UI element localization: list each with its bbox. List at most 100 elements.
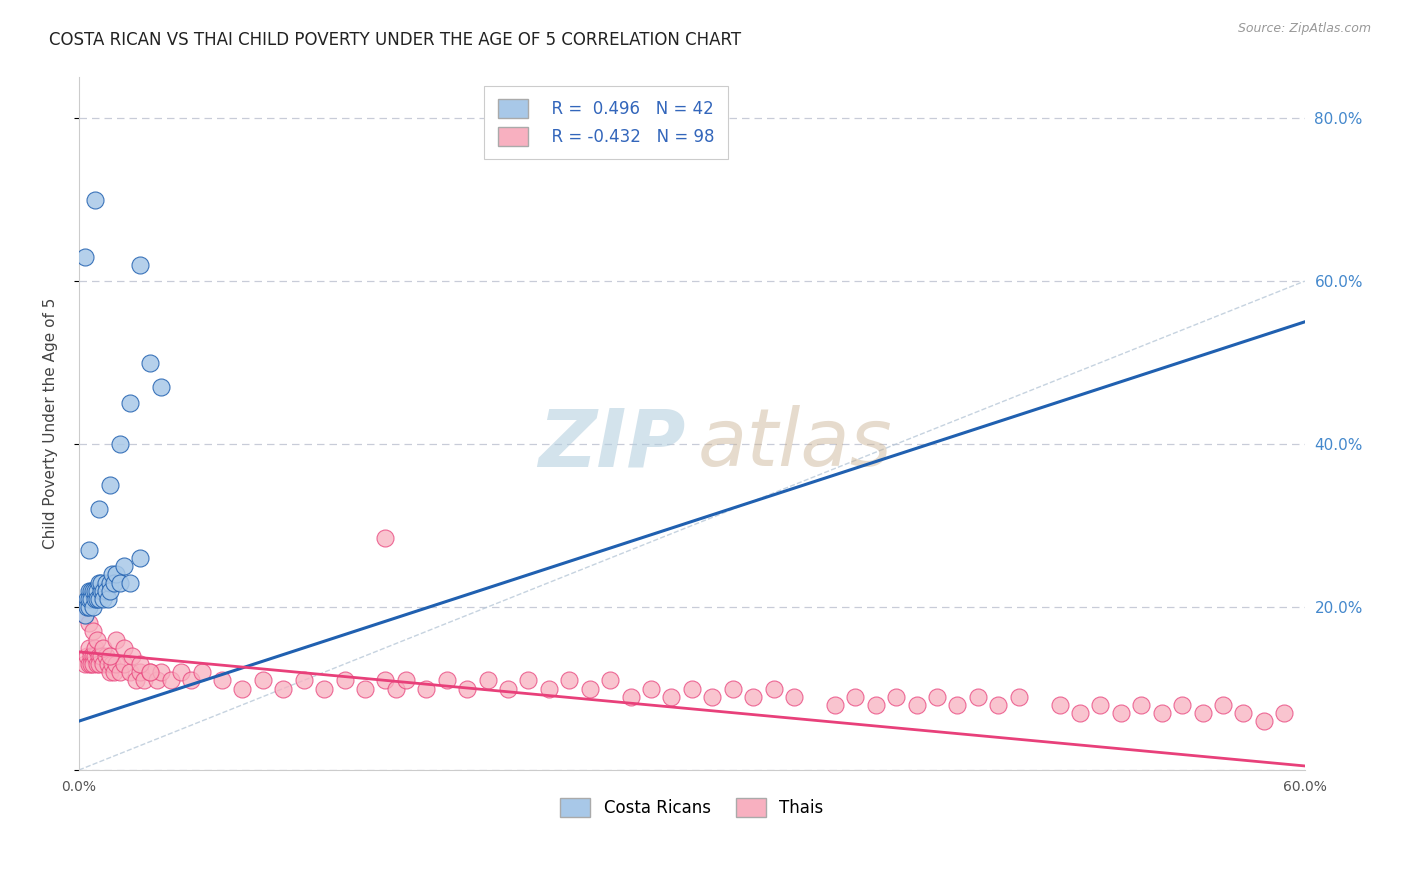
Point bbox=[384, 681, 406, 696]
Point bbox=[211, 673, 233, 688]
Point bbox=[578, 681, 600, 696]
Point bbox=[76, 600, 98, 615]
Point bbox=[89, 502, 111, 516]
Point bbox=[94, 648, 117, 663]
Point bbox=[84, 640, 107, 655]
Point bbox=[98, 665, 121, 680]
Point bbox=[77, 600, 100, 615]
Point bbox=[619, 690, 641, 704]
Point bbox=[946, 698, 969, 712]
Point bbox=[89, 591, 111, 606]
Point bbox=[84, 591, 107, 606]
Point bbox=[93, 591, 115, 606]
Text: ZIP: ZIP bbox=[538, 406, 686, 483]
Point bbox=[1272, 706, 1295, 720]
Text: Source: ZipAtlas.com: Source: ZipAtlas.com bbox=[1237, 22, 1371, 36]
Point bbox=[93, 583, 115, 598]
Point bbox=[844, 690, 866, 704]
Point bbox=[395, 673, 418, 688]
Point bbox=[180, 673, 202, 688]
Point bbox=[100, 567, 122, 582]
Point bbox=[93, 640, 115, 655]
Point bbox=[1232, 706, 1254, 720]
Point bbox=[314, 681, 336, 696]
Point bbox=[77, 657, 100, 671]
Point bbox=[118, 575, 141, 590]
Point bbox=[82, 648, 104, 663]
Point bbox=[1008, 690, 1031, 704]
Point bbox=[77, 591, 100, 606]
Point bbox=[1069, 706, 1091, 720]
Y-axis label: Child Poverty Under the Age of 5: Child Poverty Under the Age of 5 bbox=[44, 298, 58, 549]
Point bbox=[75, 657, 97, 671]
Point bbox=[129, 657, 152, 671]
Point bbox=[1049, 698, 1071, 712]
Point bbox=[374, 673, 396, 688]
Point bbox=[1171, 698, 1194, 712]
Point bbox=[94, 575, 117, 590]
Point bbox=[149, 665, 172, 680]
Point bbox=[661, 690, 683, 704]
Point bbox=[599, 673, 621, 688]
Point bbox=[1090, 698, 1112, 712]
Point bbox=[82, 657, 104, 671]
Point bbox=[86, 657, 108, 671]
Point bbox=[477, 673, 499, 688]
Point bbox=[415, 681, 437, 696]
Point bbox=[762, 681, 785, 696]
Point bbox=[1150, 706, 1173, 720]
Point bbox=[966, 690, 988, 704]
Point bbox=[80, 583, 103, 598]
Point bbox=[149, 380, 172, 394]
Point bbox=[558, 673, 581, 688]
Text: COSTA RICAN VS THAI CHILD POVERTY UNDER THE AGE OF 5 CORRELATION CHART: COSTA RICAN VS THAI CHILD POVERTY UNDER … bbox=[49, 31, 741, 49]
Point bbox=[231, 681, 253, 696]
Point bbox=[702, 690, 724, 704]
Point bbox=[98, 478, 121, 492]
Point bbox=[100, 657, 122, 671]
Point bbox=[103, 575, 125, 590]
Point bbox=[333, 673, 356, 688]
Point bbox=[89, 575, 111, 590]
Point bbox=[77, 543, 100, 558]
Point bbox=[640, 681, 662, 696]
Point bbox=[1253, 714, 1275, 728]
Point bbox=[160, 673, 183, 688]
Point bbox=[292, 673, 315, 688]
Text: atlas: atlas bbox=[697, 406, 893, 483]
Point bbox=[90, 575, 112, 590]
Point bbox=[89, 648, 111, 663]
Point bbox=[75, 608, 97, 623]
Point bbox=[80, 648, 103, 663]
Point bbox=[96, 591, 118, 606]
Point bbox=[129, 551, 152, 566]
Legend: Costa Ricans, Thais: Costa Ricans, Thais bbox=[554, 791, 830, 824]
Point bbox=[1130, 698, 1153, 712]
Point bbox=[82, 583, 104, 598]
Point bbox=[374, 531, 396, 545]
Point bbox=[80, 591, 103, 606]
Point bbox=[271, 681, 294, 696]
Point bbox=[98, 648, 121, 663]
Point bbox=[77, 583, 100, 598]
Point bbox=[436, 673, 458, 688]
Point bbox=[104, 632, 127, 647]
Point bbox=[93, 657, 115, 671]
Point bbox=[134, 673, 156, 688]
Point bbox=[112, 657, 135, 671]
Point bbox=[80, 657, 103, 671]
Point bbox=[125, 673, 148, 688]
Point bbox=[86, 583, 108, 598]
Point bbox=[75, 250, 97, 264]
Point bbox=[84, 583, 107, 598]
Point bbox=[104, 567, 127, 582]
Point bbox=[190, 665, 212, 680]
Point bbox=[517, 673, 540, 688]
Point bbox=[89, 657, 111, 671]
Point bbox=[742, 690, 765, 704]
Point bbox=[121, 648, 143, 663]
Point bbox=[108, 437, 131, 451]
Point bbox=[884, 690, 907, 704]
Point bbox=[865, 698, 887, 712]
Point bbox=[145, 673, 167, 688]
